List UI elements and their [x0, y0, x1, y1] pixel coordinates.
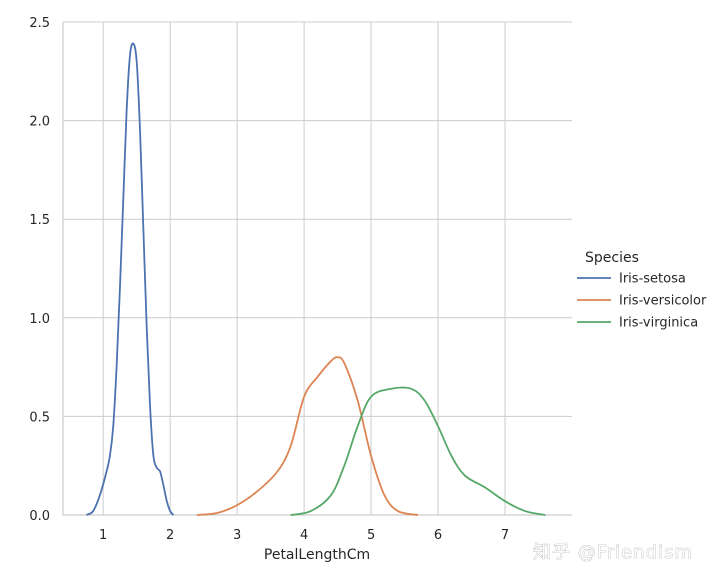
- y-tick-label: 0.0: [29, 509, 50, 524]
- x-tick-label: 1: [99, 528, 107, 543]
- series-line-iris-versicolor: [196, 356, 419, 516]
- y-tick-label: 1.0: [29, 312, 50, 327]
- legend-label-iris-setosa: Iris-setosa: [619, 272, 686, 287]
- y-tick-label: 2.5: [29, 16, 50, 31]
- x-tick-label: 4: [300, 528, 308, 543]
- legend: Species Iris-setosa Iris-versicolor Iris-v…: [577, 250, 707, 331]
- x-tick-label: 6: [434, 528, 442, 543]
- series-line-iris-setosa: [85, 42, 175, 516]
- y-tick-label: 0.5: [29, 410, 50, 425]
- x-tick-label: 2: [166, 528, 174, 543]
- y-tick-label: 1.5: [29, 213, 50, 228]
- x-tick-label: 5: [367, 528, 375, 543]
- series-layer: [85, 42, 546, 516]
- x-axis-title: PetalLengthCm: [264, 547, 370, 563]
- watermark: 知乎 @Friendism: [533, 542, 693, 563]
- series-line-iris-virginica: [290, 386, 546, 516]
- grid: [63, 21, 572, 516]
- y-tick-label: 2.0: [29, 115, 50, 130]
- x-tick-label: 7: [501, 528, 509, 543]
- legend-title: Species: [585, 250, 639, 266]
- x-tick-label: 3: [233, 528, 241, 543]
- axes: [62, 22, 572, 516]
- legend-label-iris-virginica: Iris-virginica: [619, 316, 698, 331]
- legend-label-iris-versicolor: Iris-versicolor: [619, 294, 707, 309]
- tick-labels: 1 2 3 4 5 6 7 0.0 0.5 1.0 1.5 2.0 2.5: [29, 16, 509, 543]
